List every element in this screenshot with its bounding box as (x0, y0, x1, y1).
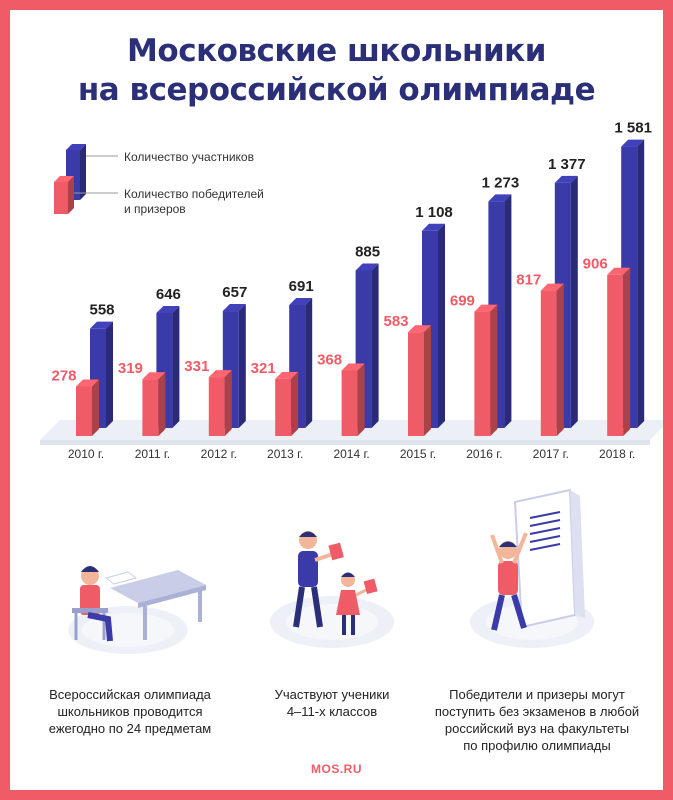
participants-label: 1 108 (415, 204, 453, 221)
x-tick-label: 2010 г. (68, 447, 104, 461)
title-line-2: на всероссийской олимпиаде (77, 72, 596, 108)
winners-label: 583 (383, 313, 408, 330)
participants-label: 1 273 (482, 174, 520, 191)
participants-label: 646 (156, 286, 181, 303)
winners-bar (76, 379, 99, 436)
winners-bar (275, 371, 299, 436)
winners-label: 368 (317, 351, 342, 368)
winners-bar (142, 372, 166, 436)
winners-label: 699 (450, 293, 475, 310)
info-card-1-line-2: школьников проводится (57, 704, 203, 719)
info-card-olympiad: Всероссийская олимпиада школьников прово… (30, 686, 230, 737)
winners-label: 906 (583, 256, 608, 273)
winners-bar (408, 325, 431, 436)
person-at-board-icon (470, 488, 594, 648)
winners-bar (474, 304, 498, 436)
participants-label: 657 (222, 284, 247, 301)
participants-label: 1 377 (548, 156, 586, 173)
legend-participants-swatch (66, 144, 86, 200)
info-card-2-line-2: 4–11-х классов (286, 704, 378, 719)
participants-label: 558 (89, 302, 114, 319)
winners-label: 319 (118, 360, 143, 377)
student-at-desk-icon (68, 566, 206, 654)
x-tick-label: 2015 г. (400, 447, 436, 461)
info-card-3-line-3: российский вуз на факультеты (444, 721, 630, 736)
x-tick-label: 2013 г. (267, 447, 303, 461)
winners-bar (208, 370, 232, 436)
info-card-1-line-3: ежегодно по 24 предметам (48, 721, 212, 736)
winners-bar (341, 363, 365, 436)
x-tick-label: 2018 г. (599, 447, 635, 461)
winners-bar (607, 267, 631, 436)
info-card-3-line-2: поступить без экзаменов в любой (434, 704, 640, 719)
infographic-frame: Московские школьники на всероссийской ол… (10, 10, 663, 790)
participants-label: 1 581 (614, 120, 652, 137)
winners-label: 817 (516, 272, 541, 289)
winners-label: 278 (51, 368, 76, 385)
info-card-2-line-1: Участвуют ученики (274, 687, 390, 702)
info-card-grades: Участвуют ученики 4–11-х классов (232, 686, 432, 720)
bar-chart: 558 278 2010 г. 646 319 2011 г. 657 331 2012 г. 6… (40, 120, 663, 461)
info-card-3-line-4: по профилю олимпиады (463, 738, 611, 753)
winners-label: 321 (251, 360, 276, 377)
x-tick-label: 2011 г. (135, 447, 170, 461)
parent-and-child-icon (270, 531, 394, 648)
legend-label-participants: Количество участников (124, 150, 254, 164)
brand-logo: MOS.RU (311, 762, 362, 776)
participants-label: 885 (355, 243, 380, 260)
x-tick-label: 2012 г. (201, 447, 237, 461)
participants-label: 691 (289, 278, 314, 295)
illustrations (68, 488, 594, 654)
info-card-admission: Победители и призеры могут поступить без… (432, 686, 642, 754)
chart-floor-edge (40, 440, 650, 445)
legend-label-winners-line-1: Количество победителей (124, 187, 264, 201)
info-card-1-line-1: Всероссийская олимпиада (49, 687, 211, 702)
legend-winners-swatch (54, 176, 74, 214)
winners-label: 331 (184, 358, 209, 375)
legend-label-winners-line-2: и призеров (124, 202, 186, 216)
x-tick-label: 2014 г. (333, 447, 369, 461)
title-line-1: Московские школьники (127, 33, 546, 69)
page-title: Московские школьники на всероссийской ол… (10, 32, 663, 110)
x-tick-label: 2016 г. (466, 447, 502, 461)
x-tick-label: 2017 г. (533, 447, 569, 461)
info-card-3-line-1: Победители и призеры могут (449, 687, 625, 702)
winners-bar (540, 283, 564, 436)
